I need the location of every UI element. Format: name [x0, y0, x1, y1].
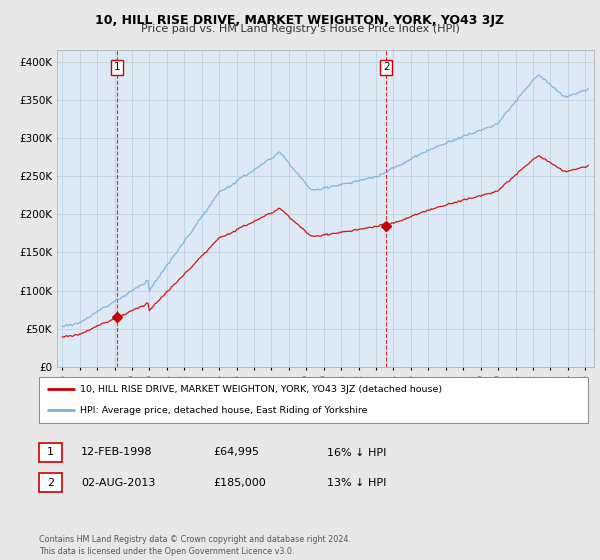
Text: £185,000: £185,000: [213, 478, 266, 488]
Text: 1: 1: [113, 62, 120, 72]
Text: 10, HILL RISE DRIVE, MARKET WEIGHTON, YORK, YO43 3JZ (detached house): 10, HILL RISE DRIVE, MARKET WEIGHTON, YO…: [80, 385, 442, 394]
Text: £64,995: £64,995: [213, 447, 259, 458]
Text: 2: 2: [383, 62, 389, 72]
Text: 13% ↓ HPI: 13% ↓ HPI: [327, 478, 386, 488]
Text: 2: 2: [47, 478, 54, 488]
Text: Contains HM Land Registry data © Crown copyright and database right 2024.
This d: Contains HM Land Registry data © Crown c…: [39, 535, 351, 556]
Text: 12-FEB-1998: 12-FEB-1998: [81, 447, 152, 458]
Text: 02-AUG-2013: 02-AUG-2013: [81, 478, 155, 488]
Text: 1: 1: [47, 447, 54, 458]
Text: 16% ↓ HPI: 16% ↓ HPI: [327, 447, 386, 458]
Text: 10, HILL RISE DRIVE, MARKET WEIGHTON, YORK, YO43 3JZ: 10, HILL RISE DRIVE, MARKET WEIGHTON, YO…: [95, 14, 505, 27]
Text: Price paid vs. HM Land Registry's House Price Index (HPI): Price paid vs. HM Land Registry's House …: [140, 24, 460, 34]
Text: HPI: Average price, detached house, East Riding of Yorkshire: HPI: Average price, detached house, East…: [80, 406, 368, 415]
